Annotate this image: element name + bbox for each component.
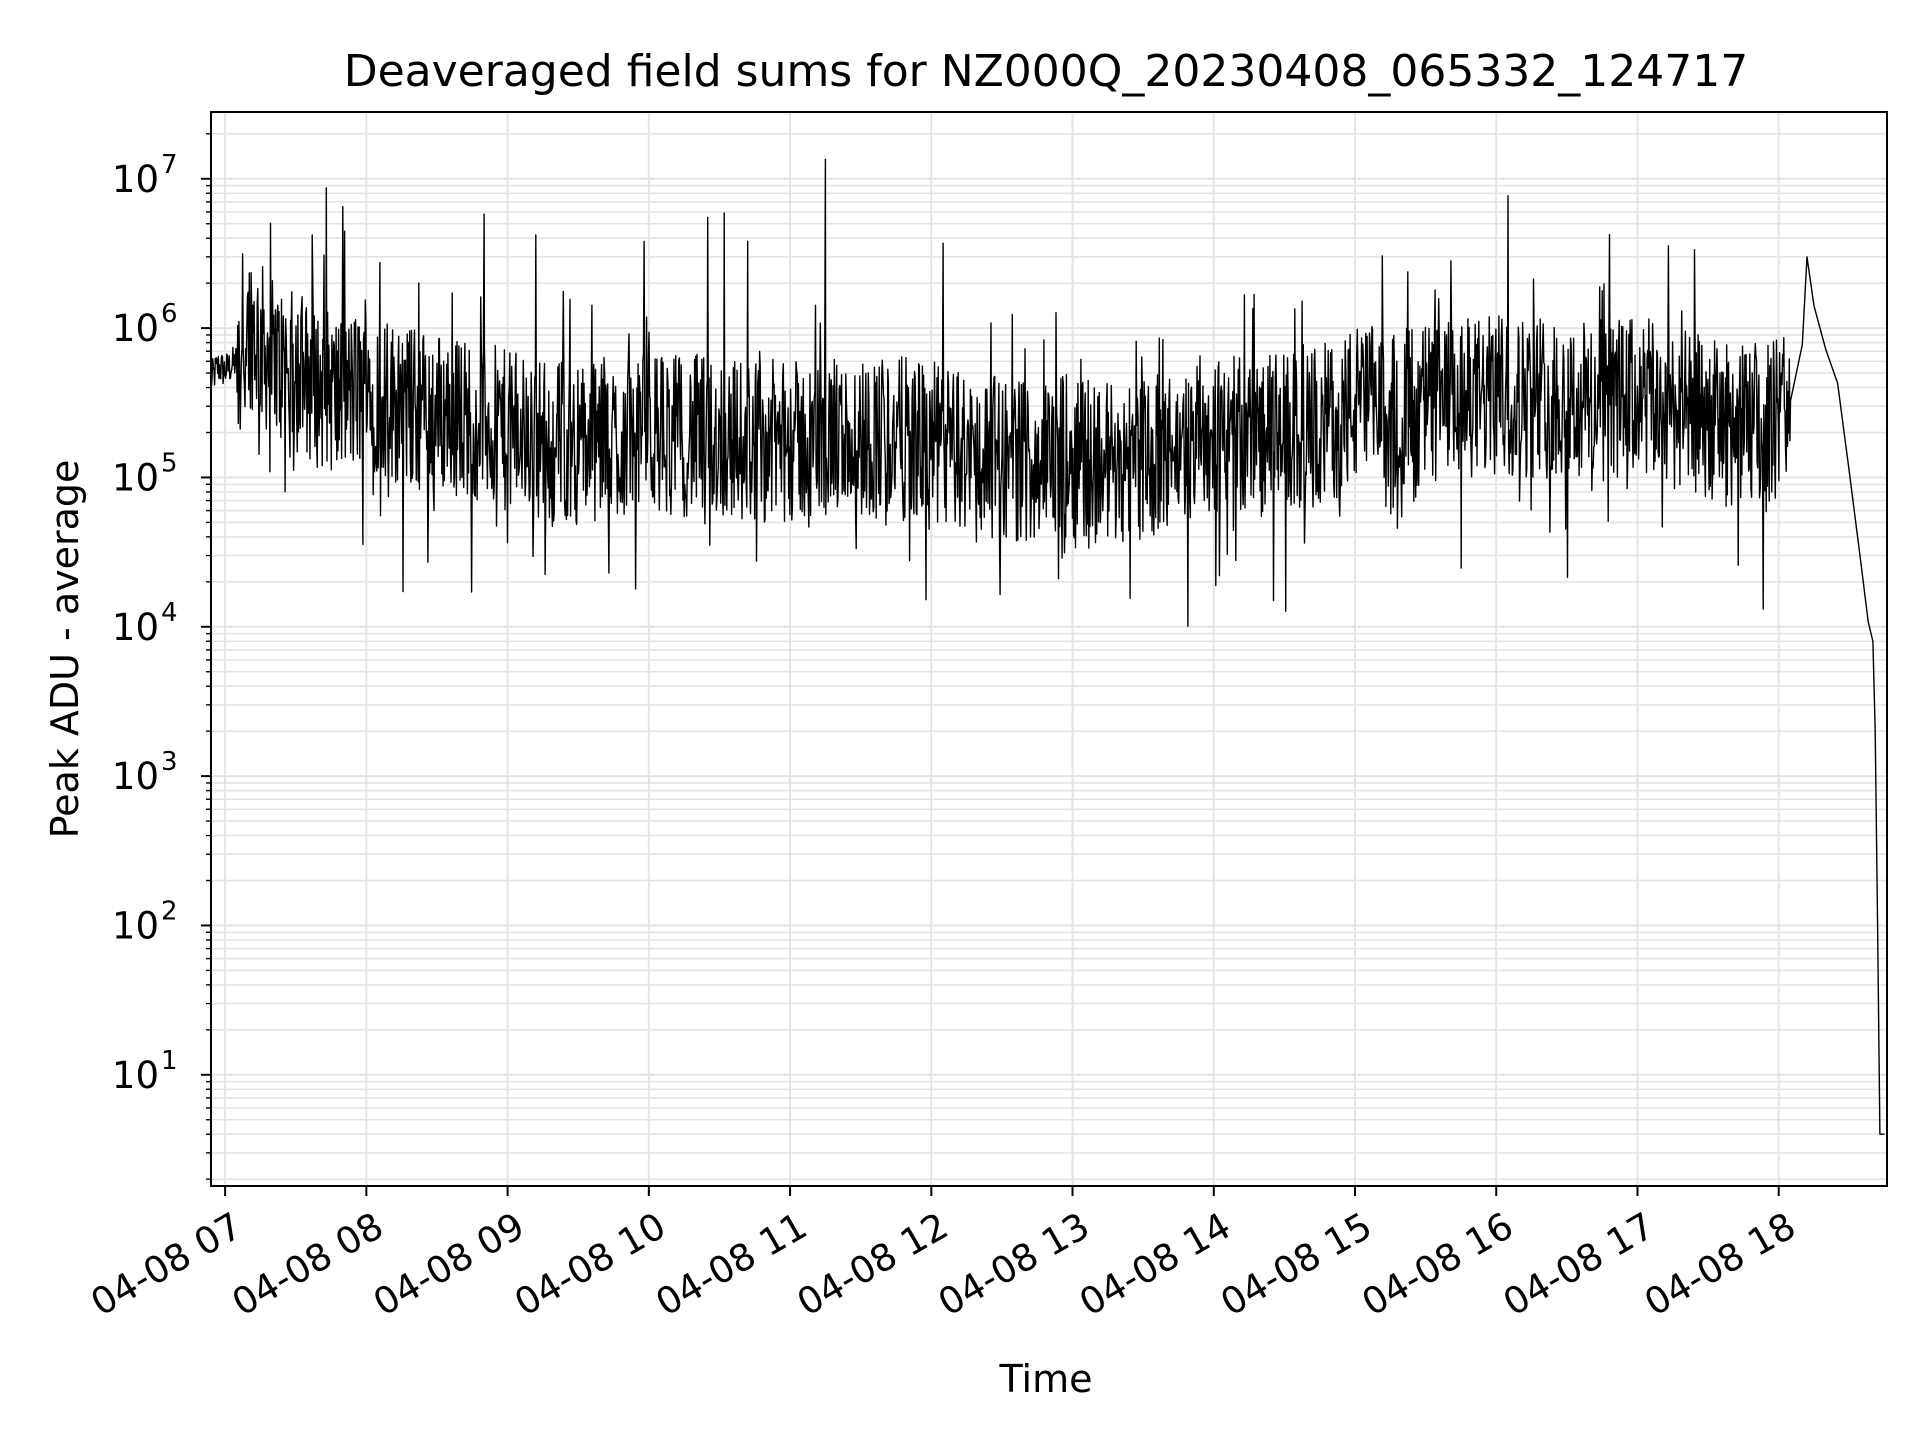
chart-title: Deaveraged field sums for NZ000Q_2023040… bbox=[344, 46, 1749, 97]
series-line bbox=[210, 158, 1885, 1135]
series-layer bbox=[210, 158, 1885, 1135]
y-tick-label: 10 bbox=[112, 606, 159, 649]
y-tick-base: 10 bbox=[112, 307, 159, 350]
grid bbox=[211, 112, 1887, 1186]
y-tick-base: 10 bbox=[112, 456, 159, 499]
y-tick-exponent: 2 bbox=[161, 896, 178, 926]
y-tick-label: 10 bbox=[112, 1054, 159, 1097]
y-tick-base: 10 bbox=[112, 1054, 159, 1097]
y-tick-base: 10 bbox=[112, 755, 159, 798]
y-tick-base: 10 bbox=[112, 606, 159, 649]
y-tick-exponent: 6 bbox=[161, 299, 178, 329]
x-axis-label: Time bbox=[999, 1357, 1093, 1401]
y-tick-base: 10 bbox=[112, 158, 159, 201]
y-tick-exponent: 4 bbox=[161, 598, 178, 628]
y-tick-base: 10 bbox=[112, 904, 159, 947]
y-tick-label: 10 bbox=[112, 158, 159, 201]
y-tick-exponent: 3 bbox=[161, 747, 178, 777]
y-tick-exponent: 5 bbox=[161, 448, 178, 478]
y-axis-label: Peak ADU - average bbox=[43, 460, 87, 839]
y-tick-exponent: 7 bbox=[161, 150, 178, 180]
y-tick-exponent: 1 bbox=[161, 1046, 178, 1076]
y-tick-label: 10 bbox=[112, 755, 159, 798]
y-tick-label: 10 bbox=[112, 307, 159, 350]
y-tick-label: 10 bbox=[112, 904, 159, 947]
plot-frame bbox=[210, 111, 1888, 1187]
y-tick-label: 10 bbox=[112, 456, 159, 499]
